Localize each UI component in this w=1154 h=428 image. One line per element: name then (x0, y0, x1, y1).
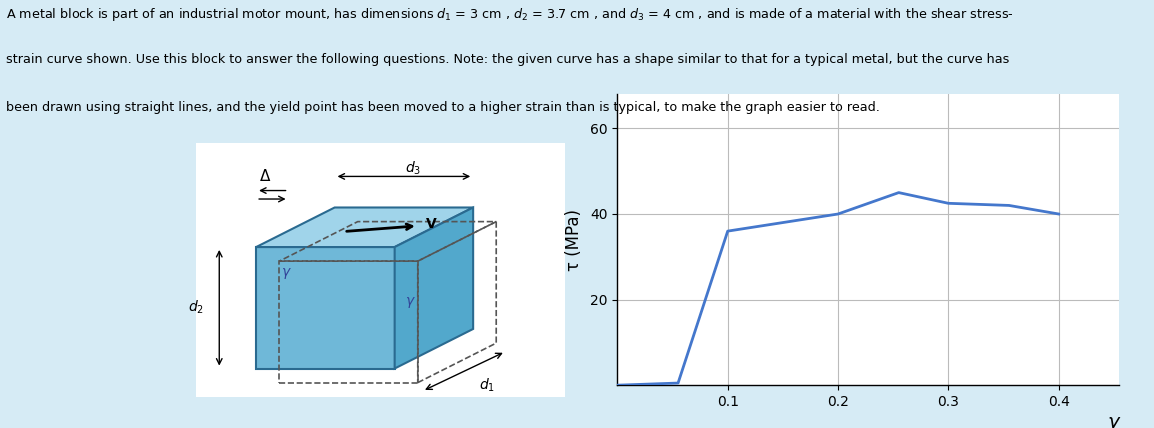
Polygon shape (196, 143, 565, 397)
Polygon shape (256, 208, 473, 247)
Text: A metal block is part of an industrial motor mount, has dimensions $d_1$ = 3 cm : A metal block is part of an industrial m… (6, 6, 1013, 24)
Text: been drawn using straight lines, and the yield point has been moved to a higher : been drawn using straight lines, and the… (6, 101, 879, 113)
Text: $\gamma$: $\gamma$ (405, 294, 417, 309)
Polygon shape (256, 247, 395, 369)
X-axis label: γ: γ (1108, 413, 1119, 428)
Text: strain curve shown. Use this block to answer the following questions. Note: the : strain curve shown. Use this block to an… (6, 54, 1009, 66)
Text: $\Delta$: $\Delta$ (260, 169, 271, 184)
Text: V: V (426, 217, 437, 232)
Text: $\gamma$: $\gamma$ (280, 266, 292, 281)
Y-axis label: τ (MPa): τ (MPa) (565, 209, 583, 270)
Polygon shape (395, 208, 473, 369)
Text: $d_2$: $d_2$ (188, 299, 204, 316)
Text: $d_1$: $d_1$ (479, 377, 495, 394)
Text: $d_3$: $d_3$ (405, 159, 421, 177)
